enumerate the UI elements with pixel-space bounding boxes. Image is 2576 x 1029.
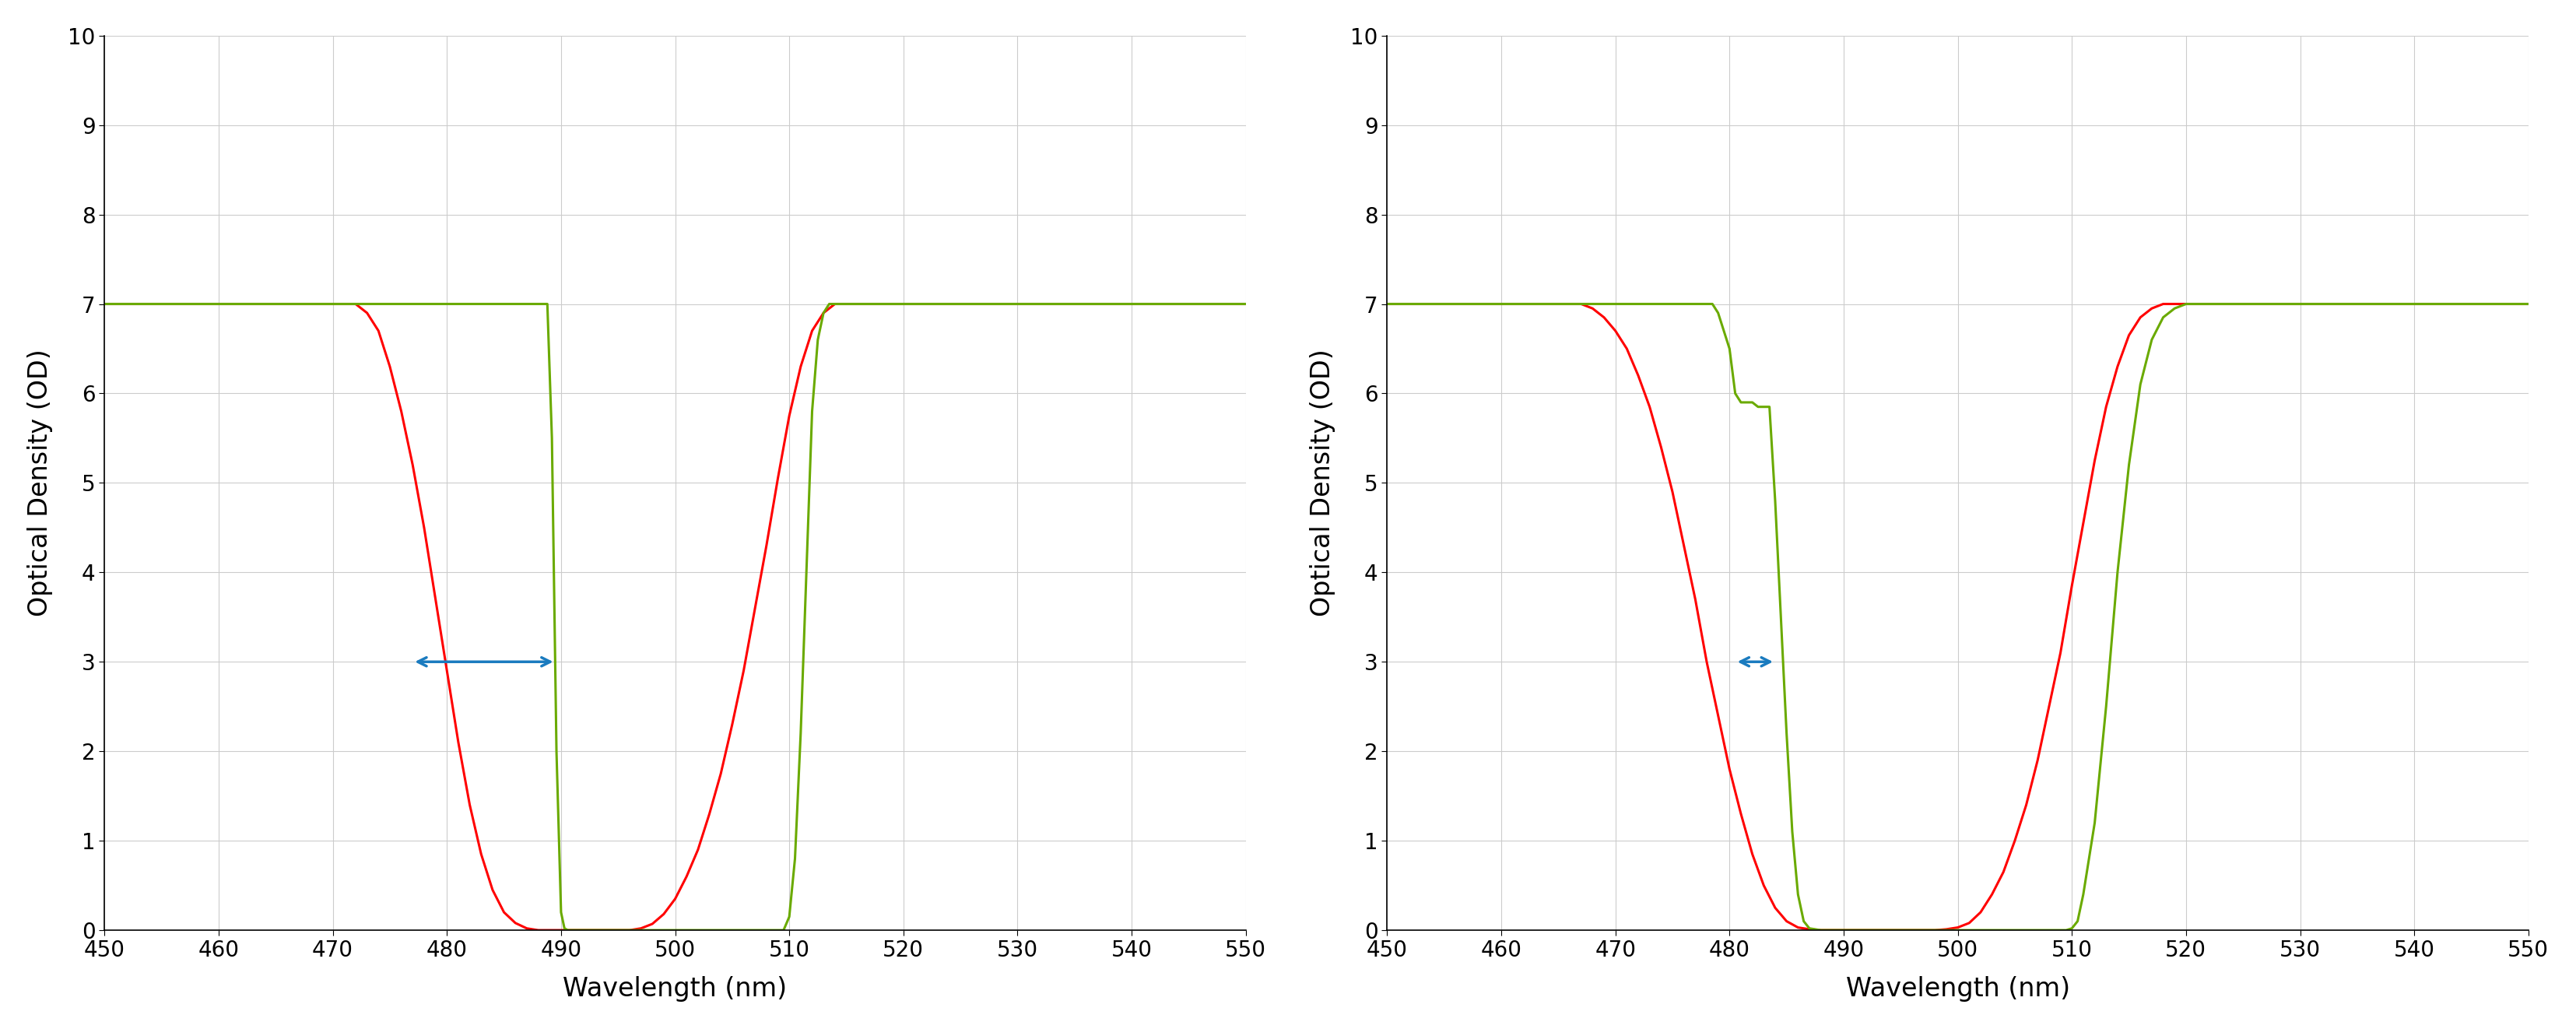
Y-axis label: Optical Density (OD): Optical Density (OD): [26, 349, 52, 616]
X-axis label: Wavelength (nm): Wavelength (nm): [1844, 977, 2071, 1002]
X-axis label: Wavelength (nm): Wavelength (nm): [564, 977, 788, 1002]
Y-axis label: Optical Density (OD): Optical Density (OD): [1309, 349, 1334, 616]
